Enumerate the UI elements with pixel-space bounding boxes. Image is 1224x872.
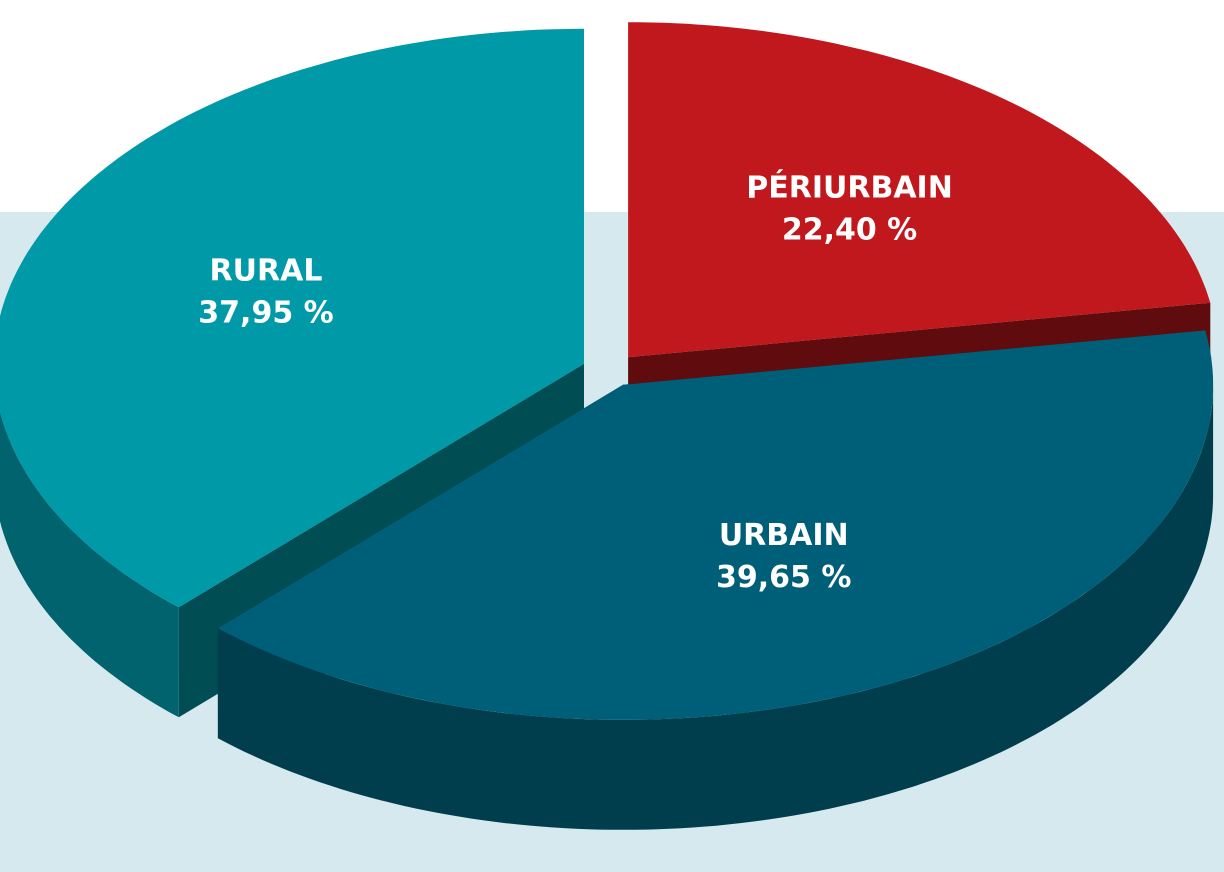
- slice-wall: [0, 411, 179, 718]
- slice-wall: [217, 384, 1214, 830]
- pie-tops: [0, 22, 1214, 720]
- slice-value-label: 22,40 %: [782, 213, 917, 248]
- slice-value-label: 37,95 %: [198, 295, 333, 330]
- pie-slice: [628, 22, 1211, 358]
- slice-value-label: 39,65 %: [716, 560, 851, 595]
- pie-slice: [217, 330, 1214, 720]
- slice-label: PÉRIURBAIN: [746, 170, 953, 206]
- slice-label: RURAL: [210, 253, 323, 288]
- pie-slice: [0, 28, 584, 608]
- slice-label: URBAIN: [719, 518, 849, 553]
